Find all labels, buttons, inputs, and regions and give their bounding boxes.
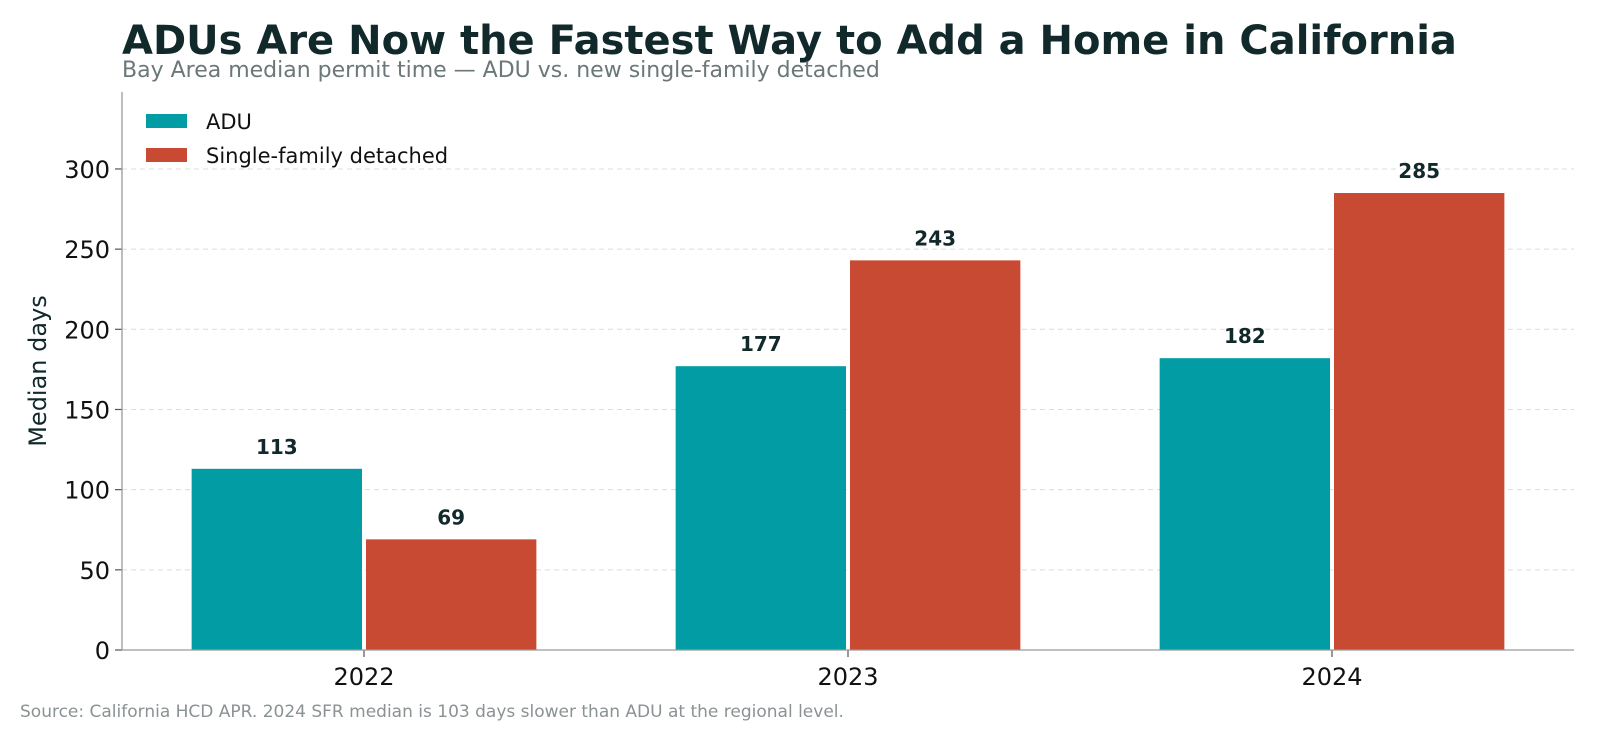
legend-label: Single-family detached <box>206 144 448 168</box>
bars <box>191 193 1505 650</box>
y-tick-label: 100 <box>64 477 110 505</box>
legend-swatch <box>146 114 187 128</box>
axes: 0 50 100 150 200 250 300 2022 2023 2024 Median day… <box>24 92 1574 691</box>
data-label: 177 <box>740 332 782 356</box>
bar-single-family-detached-2023 <box>850 260 1021 650</box>
y-tick-label: 200 <box>64 316 110 344</box>
y-tick-label: 0 <box>95 637 110 665</box>
bar-adu-2024 <box>1159 358 1330 650</box>
legend: ADU Single-family detached <box>146 110 448 168</box>
data-label: 243 <box>914 226 956 250</box>
y-tick-label: 150 <box>64 396 110 424</box>
data-label: 69 <box>437 505 465 529</box>
y-tick-label: 250 <box>64 236 110 264</box>
chart-subtitle: Bay Area median permit time — ADU vs. ne… <box>122 58 880 83</box>
bar-adu-2022 <box>191 468 362 650</box>
chart-title: ADUs Are Now the Fastest Way to Add a Ho… <box>122 18 1457 64</box>
y-tick-label: 300 <box>64 156 110 184</box>
legend-swatch <box>146 148 187 162</box>
bar-single-family-detached-2024 <box>1334 193 1505 650</box>
data-label: 113 <box>256 435 298 459</box>
data-labels: 113 69 177 243 182 285 <box>256 159 1440 529</box>
y-tick-label: 50 <box>79 557 110 585</box>
data-label: 285 <box>1398 159 1440 183</box>
gridlines <box>122 168 1574 571</box>
bar-adu-2023 <box>675 366 846 650</box>
y-axis-label: Median days <box>24 295 52 447</box>
x-tick-label: 2023 <box>817 663 878 691</box>
data-label: 182 <box>1224 324 1266 348</box>
legend-label: ADU <box>206 110 252 134</box>
source-note: Source: California HCD APR. 2024 SFR med… <box>20 702 844 722</box>
x-tick-label: 2024 <box>1301 663 1362 691</box>
x-tick-label: 2022 <box>333 663 394 691</box>
bar-single-family-detached-2022 <box>366 539 537 650</box>
